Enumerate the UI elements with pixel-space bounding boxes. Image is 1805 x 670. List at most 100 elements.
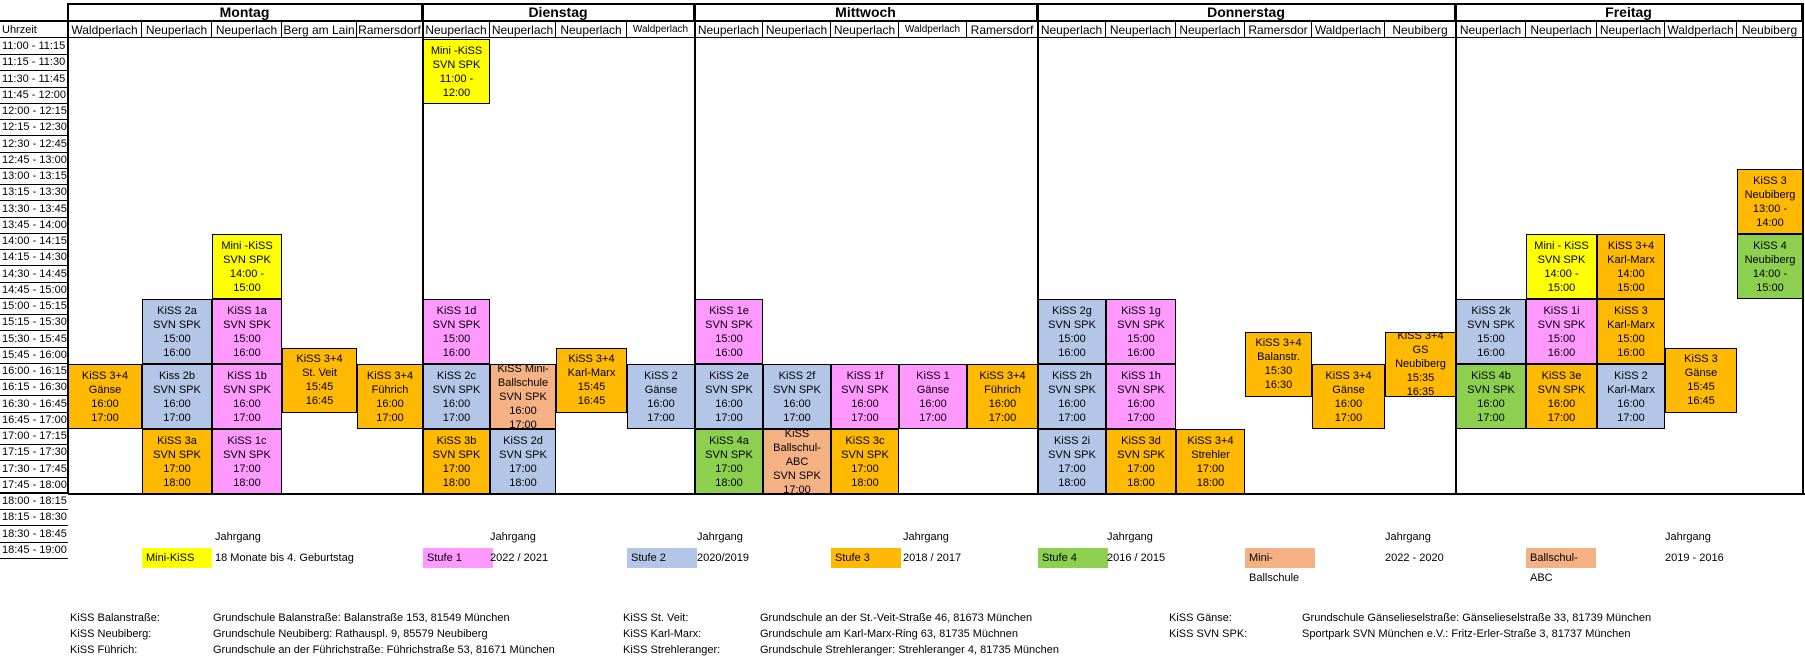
course-text: KiSS 2 xyxy=(1614,369,1648,382)
legend-jahrgang-range: 2022 / 2021 xyxy=(490,552,549,564)
course-block[interactable]: KiSS 4b SVN SPK 16:00 17:00 xyxy=(1456,364,1526,429)
course-block[interactable]: Mini -KiSS SVN SPK 11:00 -12:00 xyxy=(423,39,490,104)
time-slot: 17:45 - 18:00 xyxy=(0,478,68,494)
course-text: 16:00 xyxy=(1334,397,1363,410)
course-block[interactable]: KiSS 2i SVN SPK 17:00 18:00 xyxy=(1038,429,1106,494)
address-value: Grundschule Gänselieselstraße: Gänselies… xyxy=(1302,612,1652,624)
course-block[interactable]: KiSS 1f SVN SPK 16:00 17:00 xyxy=(831,364,899,429)
course-block[interactable]: KiSS 2k SVN SPK 15:00 16:00 xyxy=(1456,299,1526,364)
time-slot: 16:15 - 16:30 xyxy=(0,380,68,397)
time-slot: 16:30 - 16:45 xyxy=(0,397,68,413)
legend-jahrgang-range: 2022 - 2020 xyxy=(1385,552,1444,564)
course-text: Neubiberg xyxy=(1744,188,1796,201)
course-text: ABC xyxy=(785,455,809,468)
course-block[interactable]: KiSS 2d SVN SPK 17:00 18:00 xyxy=(490,429,556,494)
course-block[interactable]: KiSS 1d SVN SPK 15:00 16:00 xyxy=(423,299,490,364)
location-header: Neuperlach xyxy=(212,20,282,38)
course-block[interactable]: KiSS 1 Gänse 16:00 17:00 xyxy=(899,364,967,429)
course-text: 16:00 xyxy=(1058,346,1086,359)
course-text: SVN SPK xyxy=(432,318,481,331)
course-block[interactable]: KiSS 3c SVN SPK 17:00 18:00 xyxy=(831,429,899,494)
course-block[interactable]: KiSS 3 Neubiberg 13:00 -14:00 xyxy=(1737,169,1803,234)
day-separator xyxy=(1037,3,1039,494)
course-block[interactable]: KiSS 3b SVN SPK 17:00 18:00 xyxy=(423,429,490,494)
course-block[interactable]: KiSS 1h SVN SPK 16:00 17:00 xyxy=(1106,364,1176,429)
course-block[interactable]: KiSS 3+4 Karl-Marx 15:45 16:45 xyxy=(556,347,627,413)
course-block[interactable]: KiSS 1a SVN SPK 15:00 16:00 xyxy=(212,299,282,364)
day-header-montag: Montag xyxy=(68,3,423,20)
course-block[interactable]: KiSS 3d SVN SPK 17:00 18:00 xyxy=(1106,429,1176,494)
course-text: 17:00 xyxy=(919,411,947,424)
time-slot: 17:15 - 17:30 xyxy=(0,445,68,462)
course-block[interactable]: KiSS 3+4 Führich 16:00 17:00 xyxy=(357,364,423,429)
legend-jahrgang-label: Jahrgang xyxy=(215,531,261,543)
address-value: Grundschule Neubiberg: Rathauspl. 9, 855… xyxy=(213,628,488,640)
course-text: 17:00 xyxy=(1058,411,1086,424)
course-block[interactable]: KiSS 1e SVN SPK 15:00 16:00 xyxy=(695,299,763,364)
course-block[interactable]: KiSS 2g SVN SPK 15:00 16:00 xyxy=(1038,299,1106,364)
course-text: 17:00 xyxy=(442,411,471,424)
course-text: 15:45 xyxy=(577,381,606,394)
course-block[interactable]: KiSS 3+4 St. Veit 15:45 16:45 xyxy=(282,347,357,413)
location-header: Waldperlach xyxy=(1312,20,1385,38)
location-header: Neuperlach xyxy=(1526,20,1597,38)
course-block[interactable]: KiSS 3+4 Gänse 16:00 17:00 xyxy=(68,364,142,429)
course-text: 17:00 xyxy=(233,411,261,424)
course-text: KiSS 3+4 xyxy=(366,369,414,382)
course-block[interactable]: KiSS 3+4 Balanstr. 15:30 16:30 xyxy=(1245,331,1312,397)
course-text: 14:00 xyxy=(1756,216,1784,229)
course-text: 17:00 xyxy=(91,411,119,424)
course-block[interactable]: KiSS 2 Karl-Marx 16:00 17:00 xyxy=(1597,364,1665,429)
course-block[interactable]: KiSS 3 Karl-Marx 15:00 16:00 xyxy=(1597,299,1665,364)
course-block[interactable]: Mini -KiSS SVN SPK 14:00 -15:00 xyxy=(212,234,282,299)
course-text: SVN SPK xyxy=(432,383,481,396)
course-text: 17:00 xyxy=(376,411,404,424)
course-block[interactable]: KiSS 3+4 Führich 16:00 17:00 xyxy=(967,364,1038,429)
course-block[interactable]: KiSS 3e SVN SPK 16:00 17:00 xyxy=(1526,364,1597,429)
course-block[interactable]: KiSS Ballschul- ABC SVN SPK 17:00 xyxy=(763,429,831,494)
time-slot: 13:00 - 13:15 xyxy=(0,169,68,185)
course-text: KiSS 3e xyxy=(1541,369,1582,382)
course-block[interactable]: KiSS 1b SVN SPK 16:00 17:00 xyxy=(212,364,282,429)
day-separator xyxy=(1802,3,1804,494)
course-block[interactable]: Kiss 2b SVN SPK 16:00 17:00 xyxy=(142,364,212,429)
course-text: 15:00 xyxy=(1058,332,1086,345)
course-block[interactable]: KiSS 4 Neubiberg 14:00 -15:00 xyxy=(1737,234,1803,299)
course-block[interactable]: KiSS 2f SVN SPK 16:00 17:00 xyxy=(763,364,831,429)
course-block[interactable]: KiSS 3+4 GS Neubiberg 15:35 16:35 xyxy=(1385,331,1456,397)
location-header: Neuperlach xyxy=(142,20,212,38)
course-text: Strehler xyxy=(1191,448,1230,461)
location-header: Neuperlach xyxy=(556,20,627,38)
course-text: 16:00 xyxy=(1477,397,1505,410)
course-block[interactable]: KiSS 1g SVN SPK 15:00 16:00 xyxy=(1106,299,1176,364)
location-header: Neuperlach xyxy=(763,20,831,38)
address-key: KiSS Strehleranger: xyxy=(623,644,721,656)
course-text: 16:45 xyxy=(577,395,606,408)
course-block[interactable]: Mini - KiSS SVN SPK 14:00 -15:00 xyxy=(1526,234,1597,299)
course-block[interactable]: KiSS 3+4 Gänse 16:00 17:00 xyxy=(1312,364,1385,429)
course-block[interactable]: KiSS 2a SVN SPK 15:00 16:00 xyxy=(142,299,212,364)
course-text: 17:00 xyxy=(988,411,1017,424)
day-separator xyxy=(422,3,424,494)
course-text: 15:45 xyxy=(305,381,334,394)
course-block[interactable]: KiSS 3+4 Karl-Marx 14:00 15:00 xyxy=(1597,234,1665,299)
course-block[interactable]: KiSS 3 Gänse 15:45 16:45 xyxy=(1665,347,1737,413)
course-text: KiSS 3+4 xyxy=(81,369,129,382)
course-block[interactable]: KiSS 1i SVN SPK 15:00 16:00 xyxy=(1526,299,1597,364)
course-text: Gänse xyxy=(1684,367,1718,380)
course-text: Ballschul- xyxy=(773,441,821,454)
course-block[interactable]: KiSS 2h SVN SPK 16:00 17:00 xyxy=(1038,364,1106,429)
course-block[interactable]: KiSS 3a SVN SPK 17:00 18:00 xyxy=(142,429,212,494)
course-block[interactable]: KiSS 2c SVN SPK 16:00 17:00 xyxy=(423,364,490,429)
course-block[interactable]: KiSS 3+4 Strehler 17:00 18:00 xyxy=(1176,429,1245,494)
course-text: 16:45 xyxy=(1687,395,1715,408)
course-text: 15:45 xyxy=(1687,381,1715,394)
course-block[interactable]: KiSS 2 Gänse 16:00 17:00 xyxy=(627,364,695,429)
course-block[interactable]: KiSS 1c SVN SPK 17:00 18:00 xyxy=(212,429,282,494)
course-text: Führich xyxy=(984,383,1021,396)
time-slot: 13:15 - 13:30 xyxy=(0,185,68,202)
course-block[interactable]: KiSS Mini- Ballschule SVN SPK 16:00 17:00 xyxy=(490,364,556,429)
course-block[interactable]: KiSS 4a SVN SPK 17:00 18:00 xyxy=(695,429,763,494)
course-text: KiSS 1c xyxy=(227,434,267,447)
course-block[interactable]: KiSS 2e SVN SPK 16:00 17:00 xyxy=(695,364,763,429)
